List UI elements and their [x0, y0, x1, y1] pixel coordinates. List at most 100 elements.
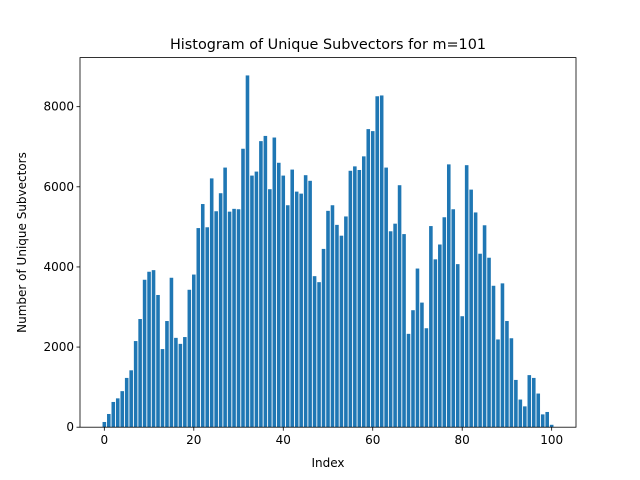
- bar: [429, 226, 433, 428]
- x-tick-label: 60: [365, 433, 380, 447]
- bar: [209, 178, 214, 428]
- bar: [133, 341, 138, 428]
- bar: [388, 231, 393, 428]
- bar: [232, 208, 236, 428]
- bar: [174, 337, 178, 428]
- y-tick-label: 6000: [43, 180, 74, 194]
- bar: [518, 399, 523, 428]
- bar: [460, 316, 464, 428]
- y-tick-label: 8000: [43, 100, 74, 114]
- bar: [129, 370, 133, 428]
- bar: [321, 248, 326, 428]
- bar: [294, 191, 299, 428]
- bar: [348, 170, 353, 428]
- bar: [205, 227, 210, 428]
- bar: [115, 398, 120, 428]
- x-tick-label: 100: [540, 433, 563, 447]
- bar: [165, 321, 169, 428]
- chart-title: Histogram of Unique Subvectors for m=101: [170, 37, 486, 53]
- bar: [326, 210, 330, 428]
- bar: [308, 180, 312, 428]
- x-tick-label: 40: [276, 433, 291, 447]
- bar: [272, 137, 277, 428]
- bar: [509, 338, 514, 428]
- bar: [263, 135, 268, 428]
- bar: [156, 294, 160, 428]
- bar: [505, 321, 509, 428]
- bar: [370, 131, 375, 428]
- bar: [455, 264, 460, 428]
- bar: [482, 225, 487, 428]
- bar: [245, 75, 250, 428]
- bar: [536, 393, 541, 428]
- bar: [366, 129, 371, 428]
- bar: [540, 414, 545, 428]
- bar: [424, 328, 429, 428]
- bar: [178, 343, 183, 428]
- bar: [487, 257, 491, 428]
- bar: [375, 96, 379, 428]
- bar: [415, 268, 420, 428]
- bar: [281, 175, 286, 428]
- bar: [353, 166, 357, 428]
- bar: [384, 167, 388, 428]
- bar: [138, 319, 142, 428]
- bar: [111, 401, 116, 428]
- bar: [241, 148, 245, 428]
- x-tick-label: 20: [186, 433, 201, 447]
- x-tick-label: 80: [455, 433, 470, 447]
- bar: [147, 271, 151, 428]
- bar: [491, 285, 496, 428]
- bar: [446, 164, 451, 428]
- bar: [218, 193, 223, 428]
- bar: [361, 156, 366, 428]
- bar: [317, 282, 321, 428]
- bar: [151, 270, 156, 428]
- x-tick-label: 0: [101, 433, 109, 447]
- bar: [496, 339, 500, 428]
- bar: [549, 424, 554, 428]
- bar: [397, 185, 402, 428]
- bar: [285, 205, 290, 428]
- bar: [102, 421, 107, 428]
- bar: [420, 302, 424, 428]
- bar: [335, 224, 339, 428]
- bar: [303, 175, 308, 428]
- x-axis-label: Index: [311, 456, 344, 470]
- bar: [254, 171, 259, 428]
- bar: [192, 274, 196, 428]
- y-tick-label: 2000: [43, 340, 74, 354]
- y-tick-label: 0: [66, 420, 74, 434]
- bar: [379, 95, 384, 428]
- bar: [469, 189, 473, 428]
- bar: [523, 406, 527, 428]
- bar: [169, 277, 174, 428]
- bar: [107, 413, 111, 428]
- bar: [142, 279, 147, 428]
- bar: [473, 212, 478, 428]
- bar: [196, 228, 201, 428]
- bar: [312, 276, 317, 428]
- bar: [187, 289, 192, 428]
- bar: [451, 209, 456, 428]
- y-tick-label: 4000: [43, 260, 74, 274]
- bar: [527, 375, 532, 428]
- bar: [442, 217, 447, 428]
- bar: [402, 234, 406, 428]
- bar: [357, 169, 362, 428]
- bar: [478, 253, 482, 428]
- bar: [120, 391, 125, 428]
- bar: [268, 189, 272, 428]
- bar: [259, 141, 263, 428]
- bar: [250, 175, 254, 428]
- bar: [411, 310, 415, 428]
- bar: [393, 223, 397, 428]
- bar: [531, 377, 536, 428]
- bar: [330, 205, 335, 428]
- plot-area: [102, 75, 554, 428]
- bar: [545, 411, 549, 428]
- bar: [223, 167, 227, 428]
- bar: [236, 209, 241, 428]
- bar: [406, 333, 411, 428]
